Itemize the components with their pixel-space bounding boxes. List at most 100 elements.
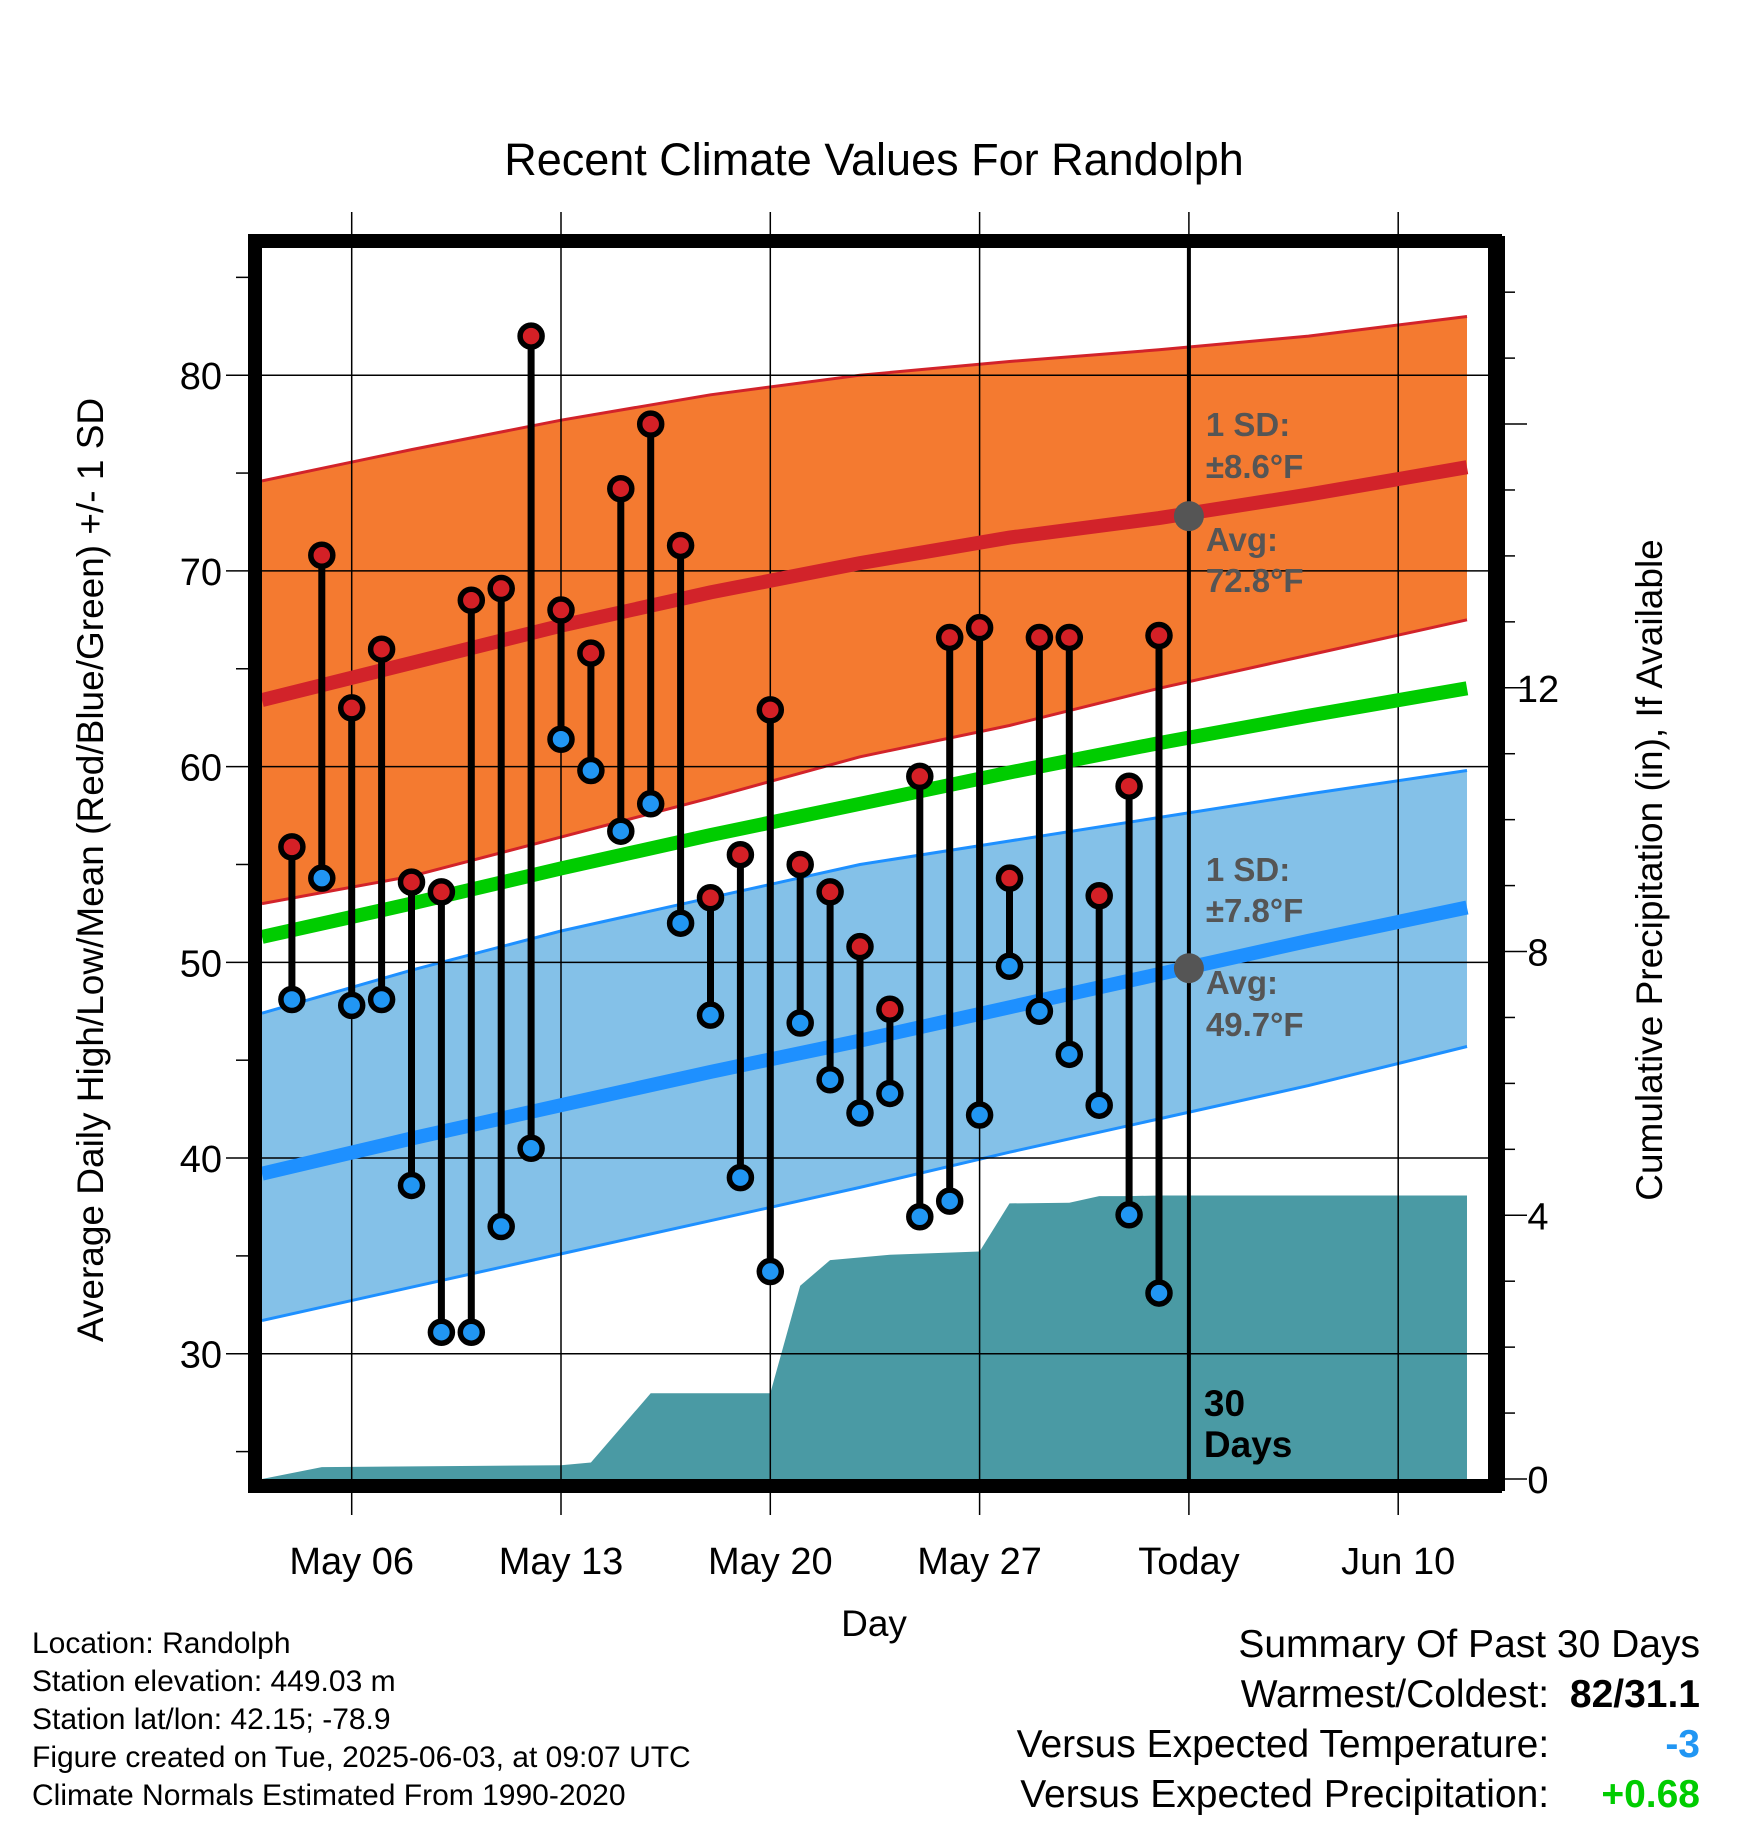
observed-low-point (906, 1203, 934, 1231)
y2-tick-label: 0 (1527, 1460, 1548, 1502)
observed-low-point (696, 1001, 725, 1029)
x-tick-label: May 06 (289, 1541, 414, 1583)
observed-high-point (1055, 623, 1084, 652)
location-text: Location: Randolph (32, 1627, 291, 1660)
observed-low-point (337, 991, 366, 1020)
observed-high-point (457, 586, 486, 615)
observed-low-point (756, 1257, 785, 1286)
observed-high-point (666, 531, 695, 560)
observed-low-point (457, 1318, 486, 1346)
observed-high-point (427, 878, 456, 906)
created-text: Figure created on Tue, 2025-06-03, at 09… (32, 1741, 691, 1774)
high-avg-line (262, 460, 1469, 707)
summary-panel: Summary Of Past 30 Days Warmest/Coldest:… (1017, 1620, 1700, 1820)
warmest-coldest-value: 82/31.1 (1569, 1673, 1700, 1716)
observed-high-point (487, 574, 515, 603)
plot-inner (262, 248, 1488, 1479)
low-sd-upper-line (262, 769, 1468, 1015)
high-avg-label: Avg: (1206, 521, 1278, 558)
temp-vs-expected-value: -3 (1665, 1723, 1700, 1766)
y-tick-label: 50 (180, 943, 222, 985)
observed-low-point (636, 790, 665, 818)
observed-low-point (278, 985, 306, 1014)
high-sd-band (262, 316, 1467, 904)
observed-low-point (547, 725, 575, 753)
normals-text: Climate Normals Estimated From 1990-2020 (32, 1779, 626, 1812)
observed-low-point (1085, 1091, 1113, 1119)
y-tick-label: 70 (180, 552, 222, 594)
observed-high-point (935, 623, 964, 652)
observed-high-point (308, 541, 336, 570)
observed-high-point (906, 762, 934, 791)
observed-high-point (696, 883, 725, 912)
low-avg-value: 49.7°F (1206, 1006, 1304, 1043)
observed-high-point (278, 833, 306, 861)
x-tick-label: May 20 (708, 1541, 833, 1583)
days-label-text: Days (1204, 1424, 1292, 1465)
low-sd-value: ±7.8°F (1206, 892, 1303, 929)
observed-high-point (1145, 621, 1173, 650)
y2-tick-label: 4 (1527, 1196, 1548, 1238)
observed-low-point (367, 985, 396, 1014)
chart-title: Recent Climate Values For Randolph (504, 134, 1244, 185)
observed-high-point (607, 474, 635, 503)
observed-high-point (517, 322, 545, 350)
x-tick-label: May 27 (917, 1541, 1042, 1583)
low-sd-lower-line (262, 1045, 1468, 1322)
high-avg-value: 72.8°F (1206, 562, 1304, 599)
temp-vs-expected-label: Versus Expected Temperature: (1016, 1723, 1550, 1766)
observed-low-point (1055, 1040, 1084, 1069)
y-tick-label: 60 (180, 748, 222, 790)
observed-low-point (397, 1171, 426, 1200)
observed-high-point (1085, 882, 1113, 910)
observed-high-point (636, 410, 665, 438)
observed-low-point (666, 909, 695, 937)
today-low-avg-marker (1173, 953, 1204, 984)
observed-high-point (367, 635, 396, 663)
precip-vs-expected-value: +0.68 (1601, 1773, 1700, 1816)
y-tick-label: 80 (180, 356, 222, 398)
y2-axis-label: Cumulative Precipitation (in), If Availa… (1629, 539, 1670, 1201)
x-tick-label: May 13 (499, 1541, 624, 1583)
observed-high-point (337, 694, 366, 722)
mean-avg-line (262, 681, 1469, 944)
observed-low-point (427, 1318, 456, 1346)
low-avg-label: Avg: (1206, 964, 1278, 1001)
observed-low-point (876, 1079, 904, 1108)
latlon-text: Station lat/lon: 42.15; -78.9 (32, 1703, 391, 1736)
observed-high-point (1025, 623, 1054, 652)
observed-high-point (726, 840, 755, 869)
x-tick-label: Jun 10 (1341, 1541, 1455, 1583)
observed-high-point (577, 639, 605, 667)
observed-low-point (786, 1009, 814, 1037)
observed-high-point (547, 596, 575, 624)
observed-low-point (1025, 997, 1054, 1026)
y-tick-label: 40 (180, 1139, 222, 1181)
observed-low-point (965, 1101, 994, 1129)
observed-low-point (577, 756, 605, 785)
observed-low-point (607, 817, 635, 845)
observed-high-point (995, 864, 1024, 892)
footer-info: Location: Randolph Station elevation: 44… (32, 1625, 691, 1815)
low-sd-label: 1 SD: (1206, 851, 1290, 888)
observed-high-point (1115, 772, 1143, 800)
observed-low-point (487, 1212, 515, 1241)
plot-area: 1 SD: ±8.6°F Avg: 72.8°F 1 SD: ±7.8°F Avg: 49.7… (180, 212, 1559, 1583)
observed-high-point (756, 696, 785, 724)
x-tick-label: Today (1138, 1541, 1239, 1583)
today-high-avg-marker (1173, 501, 1204, 532)
observed-low-point (517, 1134, 545, 1163)
high-sd-value: ±8.6°F (1206, 448, 1303, 485)
days-label-number: 30 (1204, 1383, 1245, 1424)
observed-high-point (846, 932, 874, 961)
observed-high-point (816, 878, 844, 906)
precip-area (262, 1195, 1467, 1479)
observed-low-point (846, 1099, 874, 1127)
observed-low-point (1115, 1201, 1143, 1229)
observed-low-point (1145, 1279, 1173, 1307)
observed-low-point (816, 1066, 844, 1094)
high-sd-label: 1 SD: (1206, 406, 1290, 443)
observed-low-point (726, 1163, 755, 1192)
observed-high-point (965, 613, 994, 642)
